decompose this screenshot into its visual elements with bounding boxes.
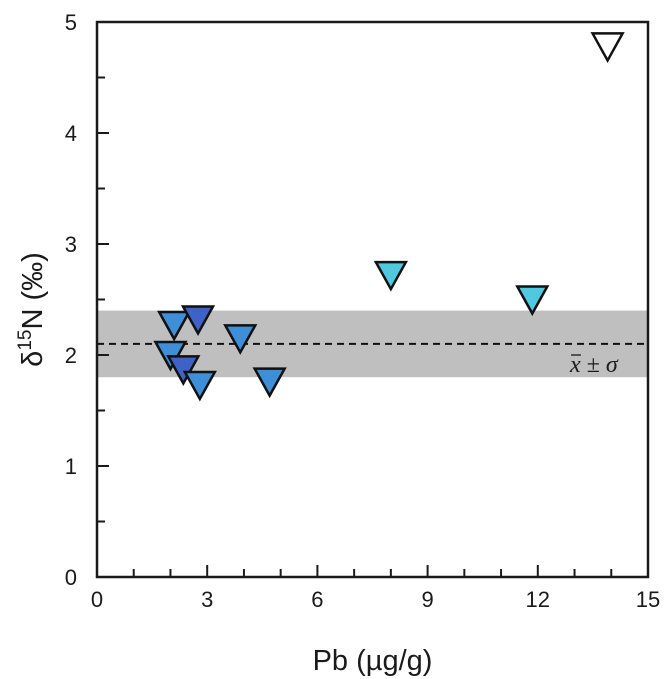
data-point — [180, 305, 216, 337]
data-point — [252, 367, 287, 399]
data-point — [590, 32, 625, 63]
plot-frame — [95, 20, 650, 579]
y-tick-label: 5 — [65, 10, 77, 35]
data-point — [182, 370, 217, 402]
x-tick-label: 9 — [421, 587, 433, 612]
data-point — [515, 285, 550, 317]
y-tick-label: 0 — [65, 565, 77, 590]
mean-symbol: x — [569, 352, 581, 378]
mean-sd-label-text: x ± σ — [569, 352, 619, 378]
x-tick-label: 3 — [201, 587, 213, 612]
x-tick-label: 6 — [311, 587, 323, 612]
data-point — [223, 324, 258, 355]
x-tick-label: 0 — [91, 587, 103, 612]
y-axis-title-delta: δ — [17, 351, 49, 367]
y-tick-labels: 0 1 2 3 4 5 — [65, 10, 77, 590]
y-tick-label: 3 — [65, 232, 77, 257]
x-tick-label: 15 — [636, 587, 660, 612]
data-point — [373, 260, 408, 292]
x-axis-title: Pb (µg/g) — [313, 645, 433, 677]
axis-ticks — [96, 21, 649, 578]
mean-sd-label: x ± σ — [569, 352, 619, 378]
data-point — [157, 310, 192, 342]
y-axis-title-rest: N (‰) — [17, 252, 49, 329]
data-point — [166, 355, 201, 387]
mean-sd-suffix: ± σ — [581, 352, 619, 378]
y-tick-label: 4 — [65, 121, 77, 146]
y-tick-label: 2 — [65, 343, 77, 368]
x-tick-labels: 0 3 6 9 12 15 — [91, 587, 660, 612]
y-tick-label: 1 — [65, 454, 77, 479]
data-points — [153, 32, 625, 402]
x-tick-label: 12 — [526, 587, 550, 612]
y-axis-title: δ15N (‰) — [15, 252, 49, 367]
y-axis-title-superscript: 15 — [15, 330, 36, 351]
